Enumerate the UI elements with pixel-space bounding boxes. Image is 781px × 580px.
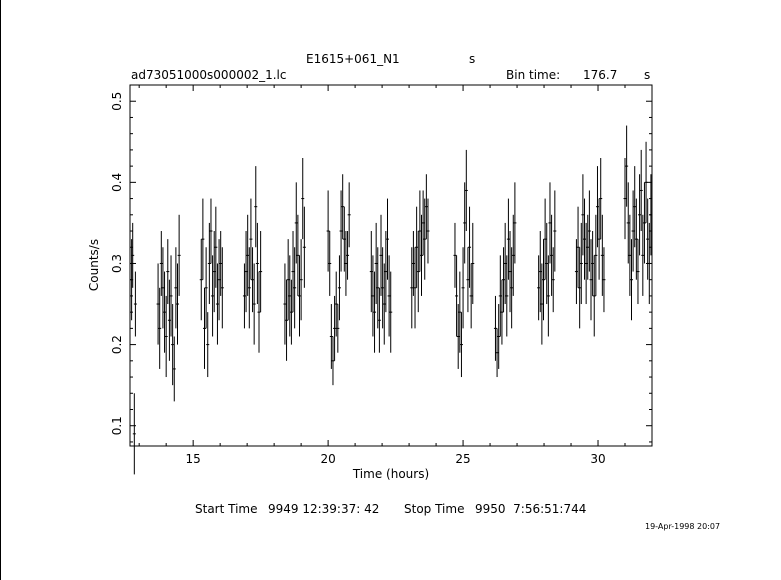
y-tick-label: 0.5 xyxy=(110,92,124,111)
axis-ticks xyxy=(130,85,653,446)
x-tick-label: 15 xyxy=(186,452,201,466)
y-tick-label: 0.1 xyxy=(110,416,124,435)
stop-time-value: 9950 7:56:51:744 xyxy=(475,502,587,516)
plot-frame xyxy=(129,84,653,447)
object-unit: s xyxy=(469,52,476,66)
start-time-label: Start Time xyxy=(195,502,258,516)
data-points xyxy=(130,125,653,475)
file-name: ad73051000s000002_1.lc xyxy=(131,68,287,82)
y-tick-label: 0.2 xyxy=(110,335,124,354)
stop-time-label: Stop Time xyxy=(404,502,465,516)
object-name: E1615+061_N1 xyxy=(306,52,400,66)
plot-date: 19-Apr-1998 20:07 xyxy=(645,522,721,531)
window-left-border xyxy=(0,0,1,580)
x-tick-label: 20 xyxy=(320,452,335,466)
x-tick-label: 30 xyxy=(590,452,605,466)
y-axis-label: Counts/s xyxy=(87,239,101,291)
x-tick-label: 25 xyxy=(455,452,470,466)
bin-time-label: Bin time: xyxy=(506,68,561,82)
bin-time-unit: s xyxy=(644,68,651,82)
bin-time-value: 176.7 xyxy=(583,68,618,82)
y-tick-label: 0.4 xyxy=(110,173,124,192)
x-axis-label: Time (hours) xyxy=(352,467,429,481)
start-time-value: 9949 12:39:37: 42 xyxy=(268,502,380,516)
y-tick-label: 0.3 xyxy=(110,254,124,273)
